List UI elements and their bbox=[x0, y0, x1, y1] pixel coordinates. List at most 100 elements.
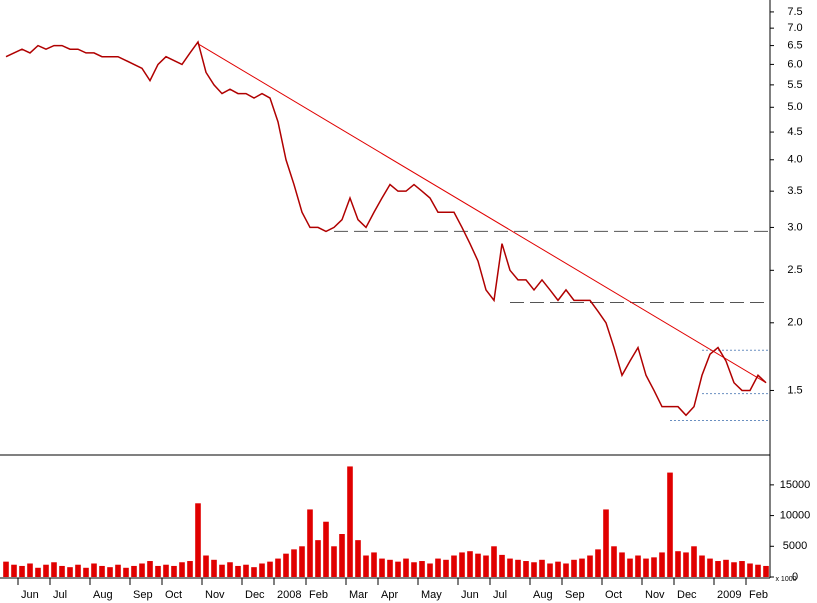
volume-bar bbox=[315, 540, 321, 577]
volume-bar bbox=[99, 565, 105, 577]
x-tick-label: Aug bbox=[93, 589, 113, 601]
volume-bar bbox=[507, 558, 513, 577]
volume-bar bbox=[235, 565, 241, 577]
volume-bar bbox=[27, 563, 33, 577]
volume-bar bbox=[179, 562, 185, 577]
volume-bar bbox=[435, 558, 441, 577]
volume-bar bbox=[51, 562, 57, 577]
volume-bar bbox=[547, 563, 553, 577]
y-tick-label: 15000 bbox=[780, 479, 811, 491]
y-tick-label: 2.5 bbox=[787, 264, 802, 276]
x-tick-label: Aug bbox=[533, 589, 553, 601]
y-tick-label: 7.0 bbox=[787, 22, 802, 34]
volume-bar bbox=[139, 563, 145, 577]
y-tick-label: 5.0 bbox=[787, 101, 802, 113]
price-line bbox=[5, 40, 767, 417]
volume-bar bbox=[147, 561, 153, 577]
volume-bar bbox=[379, 558, 385, 577]
volume-bar bbox=[75, 564, 81, 577]
volume-bar bbox=[91, 563, 97, 577]
volume-bar bbox=[483, 555, 489, 577]
volume-bar bbox=[755, 564, 761, 577]
volume-bar bbox=[307, 509, 313, 577]
volume-bar bbox=[595, 549, 601, 577]
volume-bar bbox=[499, 554, 505, 577]
volume-bar bbox=[723, 559, 729, 577]
volume-bar bbox=[323, 521, 329, 577]
volume-bar bbox=[347, 466, 353, 577]
x-tick-label: Oct bbox=[605, 589, 622, 601]
volume-bar bbox=[643, 558, 649, 577]
volume-bar bbox=[731, 562, 737, 577]
volume-bar bbox=[763, 565, 769, 577]
volume-bar bbox=[451, 555, 457, 577]
y-tick-label: 0 bbox=[792, 571, 798, 583]
volume-bar bbox=[187, 561, 193, 577]
volume-bar bbox=[587, 555, 593, 577]
volume-bar bbox=[707, 558, 713, 577]
volume-bar bbox=[171, 565, 177, 577]
x-tick-label: 2009 bbox=[717, 589, 741, 601]
volume-bar bbox=[403, 558, 409, 577]
x-tick-label: Nov bbox=[645, 589, 665, 601]
volume-bar bbox=[619, 552, 625, 577]
volume-bar bbox=[531, 562, 537, 577]
x-tick-label: Nov bbox=[205, 589, 225, 601]
volume-bar bbox=[107, 567, 113, 577]
volume-bar bbox=[459, 552, 465, 577]
volume-bar bbox=[467, 551, 473, 577]
volume-bar bbox=[563, 563, 569, 577]
volume-bar bbox=[475, 553, 481, 577]
x-tick-label: Feb bbox=[749, 589, 768, 601]
volume-bar bbox=[251, 567, 257, 577]
volume-bar bbox=[651, 557, 657, 577]
volume-bar bbox=[123, 567, 129, 577]
trend-line bbox=[197, 43, 767, 384]
volume-bar bbox=[515, 559, 521, 577]
volume-bar bbox=[611, 546, 617, 577]
volume-bar bbox=[355, 540, 361, 577]
volume-bar bbox=[747, 563, 753, 577]
y-tick-label: 6.0 bbox=[787, 58, 802, 70]
volume-bar bbox=[387, 559, 393, 577]
volume-bar bbox=[363, 555, 369, 577]
volume-bar bbox=[635, 555, 641, 577]
volume-bar bbox=[19, 565, 25, 577]
x-tick-label: Jul bbox=[493, 589, 507, 601]
x-tick-label: Jun bbox=[21, 589, 39, 601]
volume-bar bbox=[227, 562, 233, 577]
volume-bar bbox=[331, 546, 337, 577]
x-tick-label: Oct bbox=[165, 589, 182, 601]
x-tick-label: Sep bbox=[565, 589, 585, 601]
volume-bar bbox=[275, 558, 281, 577]
volume-bar bbox=[43, 564, 49, 577]
volume-bar bbox=[203, 555, 209, 577]
volume-bar bbox=[59, 565, 65, 577]
y-tick-label: 10000 bbox=[780, 509, 811, 521]
y-tick-label: 3.0 bbox=[787, 221, 802, 233]
volume-bar bbox=[11, 564, 17, 577]
volume-bar bbox=[371, 552, 377, 577]
y-tick-label: 3.5 bbox=[787, 185, 802, 197]
volume-bar bbox=[283, 553, 289, 577]
y-tick-label: 7.5 bbox=[787, 6, 802, 18]
volume-bar bbox=[395, 561, 401, 577]
volume-bar bbox=[691, 546, 697, 577]
x-tick-label: 2008 bbox=[277, 589, 301, 601]
x-tick-label: Dec bbox=[245, 589, 265, 601]
volume-bar bbox=[243, 564, 249, 577]
volume-bar bbox=[675, 551, 681, 577]
volume-bar bbox=[627, 558, 633, 577]
x-tick-label: Jun bbox=[461, 589, 479, 601]
volume-bar bbox=[291, 549, 297, 577]
y-tick-label: 4.5 bbox=[787, 126, 802, 138]
volume-bar bbox=[603, 509, 609, 577]
volume-bar bbox=[115, 564, 121, 577]
volume-bar bbox=[579, 558, 585, 577]
volume-bar bbox=[211, 559, 217, 577]
volume-bar bbox=[683, 552, 689, 577]
y-tick-label: 4.0 bbox=[787, 154, 802, 166]
volume-bar bbox=[427, 563, 433, 577]
